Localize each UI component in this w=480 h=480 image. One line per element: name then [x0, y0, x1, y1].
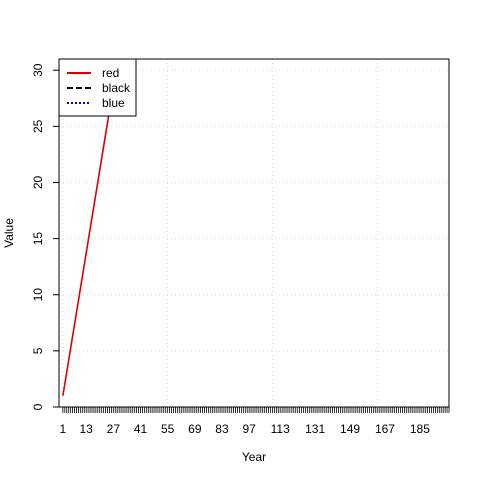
x-tick-label: 83 — [215, 422, 229, 436]
series-layer — [62, 86, 115, 396]
x-tick-label: 167 — [375, 422, 395, 436]
x-tick-label: 27 — [107, 422, 121, 436]
y-tick-label: 30 — [31, 63, 45, 77]
y-tick-label: 15 — [31, 232, 45, 246]
x-tick-label: 41 — [134, 422, 148, 436]
x-axis: 1 13 27 41 55 69 83 97 113 131 149 167 185 — [60, 407, 450, 436]
y-tick-label: 0 — [31, 403, 45, 410]
y-axis-label: Value — [2, 218, 16, 248]
x-tick-label: 149 — [340, 422, 360, 436]
x-axis-label: Year — [242, 450, 266, 464]
x-tick-label: 113 — [271, 422, 290, 436]
y-axis: 0 5 10 15 20 25 30 — [31, 63, 59, 410]
y-tick-label: 25 — [31, 119, 45, 133]
legend-label: blue — [102, 96, 125, 110]
x-tick-label: 13 — [79, 422, 93, 436]
x-tick-label: 97 — [242, 422, 256, 436]
plot-frame — [58, 58, 450, 408]
y-tick-label: 10 — [31, 288, 45, 302]
x-tick-label: 131 — [305, 422, 325, 436]
x-tick-label: 55 — [161, 422, 175, 436]
legend-label: red — [102, 66, 119, 80]
x-tick-label: 69 — [188, 422, 202, 436]
y-tick-label: 20 — [31, 175, 45, 189]
x-tick-label: 185 — [410, 422, 430, 436]
y-tick-label: 5 — [31, 347, 45, 354]
x-tick-label: 1 — [60, 422, 67, 436]
legend-label: black — [102, 81, 131, 95]
series-line-red — [62, 86, 115, 396]
